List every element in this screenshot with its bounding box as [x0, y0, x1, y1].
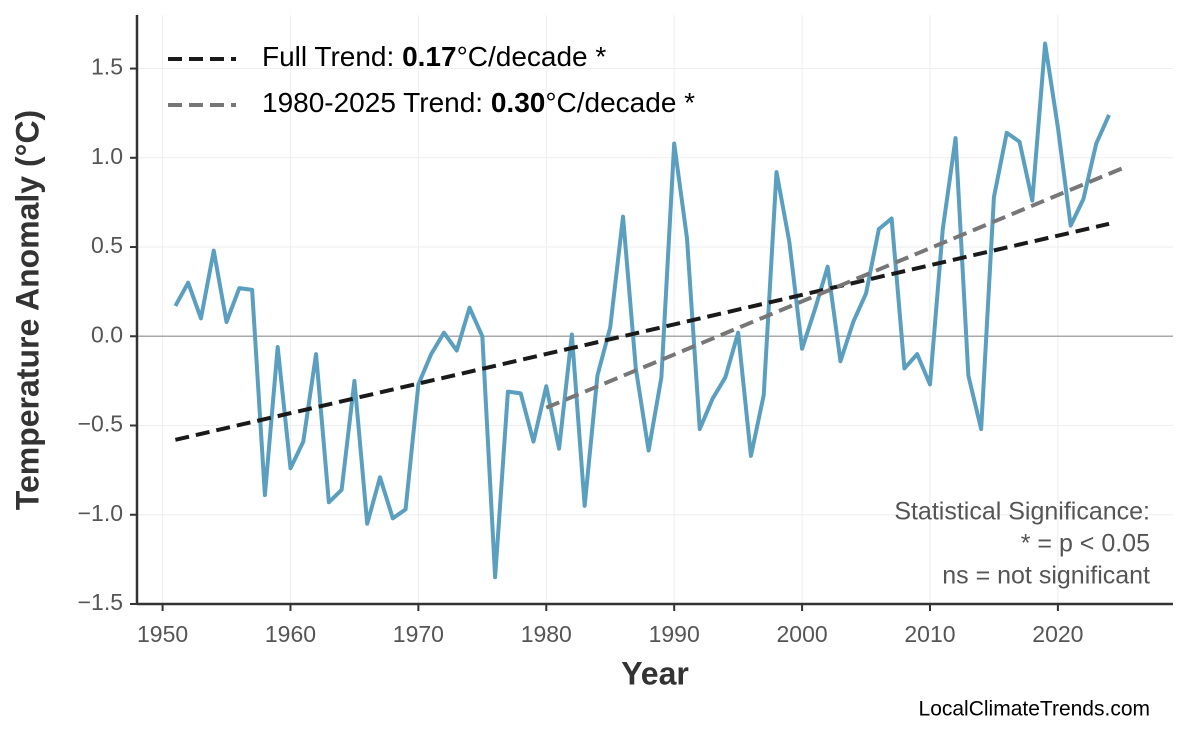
x-axis-label: Year: [621, 655, 689, 691]
legend-label: 1980-2025 Trend:: [262, 87, 491, 118]
x-tick-label: 1990: [649, 621, 700, 647]
annotation: Statistical Significance:: [894, 498, 1150, 526]
legend-label: Full Trend:: [262, 41, 402, 72]
legend-entry: Full Trend: 0.17°C/decade *: [262, 41, 606, 72]
y-tick-label: 1.0: [91, 143, 123, 169]
y-tick-label: −0.5: [78, 411, 123, 437]
x-tick-label: 2010: [904, 621, 955, 647]
legend-rate: 0.30: [491, 87, 546, 118]
annotation: * = p < 0.05: [1021, 530, 1150, 558]
x-tick-label: 1960: [265, 621, 316, 647]
x-tick-label: 1980: [521, 621, 572, 647]
data-line: [173, 41, 1111, 580]
y-tick-label: 1.5: [91, 54, 123, 80]
y-tick-label: 0.0: [91, 321, 123, 347]
x-tick-label: 1970: [393, 621, 444, 647]
watermark: LocalClimateTrends.com: [919, 698, 1150, 721]
legend-rate: 0.17: [402, 41, 457, 72]
trend-line: [174, 221, 1110, 442]
y-axis-label: Temperature Anomaly (°C): [9, 110, 45, 510]
annotation: ns = not significant: [942, 562, 1150, 590]
legend-unit: °C/decade *: [457, 41, 607, 72]
y-tick-label: −1.0: [78, 500, 123, 526]
x-tick-label: 1950: [137, 621, 188, 647]
legend-unit: °C/decade *: [545, 87, 695, 118]
x-tick-label: 2000: [777, 621, 828, 647]
y-tick-label: −1.5: [78, 589, 123, 615]
legend-entry: 1980-2025 Trend: 0.30°C/decade *: [262, 87, 695, 118]
x-tick-label: 2020: [1032, 621, 1083, 647]
y-tick-label: 0.5: [91, 232, 123, 258]
